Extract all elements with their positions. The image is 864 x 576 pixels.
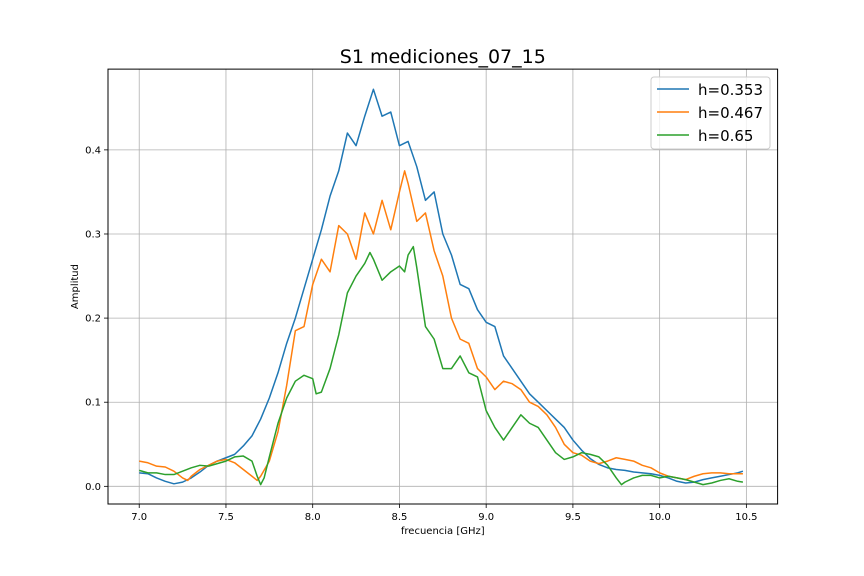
x-tick-label: 10.5 <box>735 512 757 523</box>
series-line-1 <box>139 170 743 482</box>
series-line-2 <box>139 245 744 486</box>
legend-label: h=0.353 <box>698 81 763 99</box>
x-tick-label: 8.5 <box>391 512 407 523</box>
y-axis: 0.0 0.1 0.2 0.3 0.4 <box>85 145 108 493</box>
x-tick-label: 9.5 <box>565 512 581 523</box>
chart-title: S1 mediciones_07_15 <box>340 46 546 68</box>
series-lines <box>139 88 744 486</box>
legend-label: h=0.467 <box>698 104 763 122</box>
y-tick-label: 0.3 <box>85 229 101 240</box>
y-axis-label: Amplitud <box>70 264 81 309</box>
y-tick-label: 0.0 <box>85 482 101 493</box>
x-tick-label: 7.0 <box>131 512 147 523</box>
y-tick-label: 0.2 <box>85 314 101 325</box>
series-line-0 <box>139 88 744 485</box>
legend-box <box>650 76 771 150</box>
x-tick-label: 9.0 <box>478 512 494 523</box>
plot-frame <box>107 68 779 505</box>
legend: h=0.353 h=0.467 h=0.65 <box>650 76 771 150</box>
y-tick-label: 0.1 <box>85 398 101 409</box>
x-tick-label: 8.0 <box>305 512 321 523</box>
y-tick-label: 0.4 <box>85 145 101 156</box>
x-axis-label: frecuencia [GHz] <box>401 526 485 537</box>
x-axis: 7.0 7.5 8.0 8.5 9.0 9.5 10.0 10.5 <box>131 504 758 523</box>
x-tick-label: 10.0 <box>649 512 671 523</box>
x-tick-label: 7.5 <box>218 512 234 523</box>
legend-label: h=0.65 <box>698 127 753 145</box>
